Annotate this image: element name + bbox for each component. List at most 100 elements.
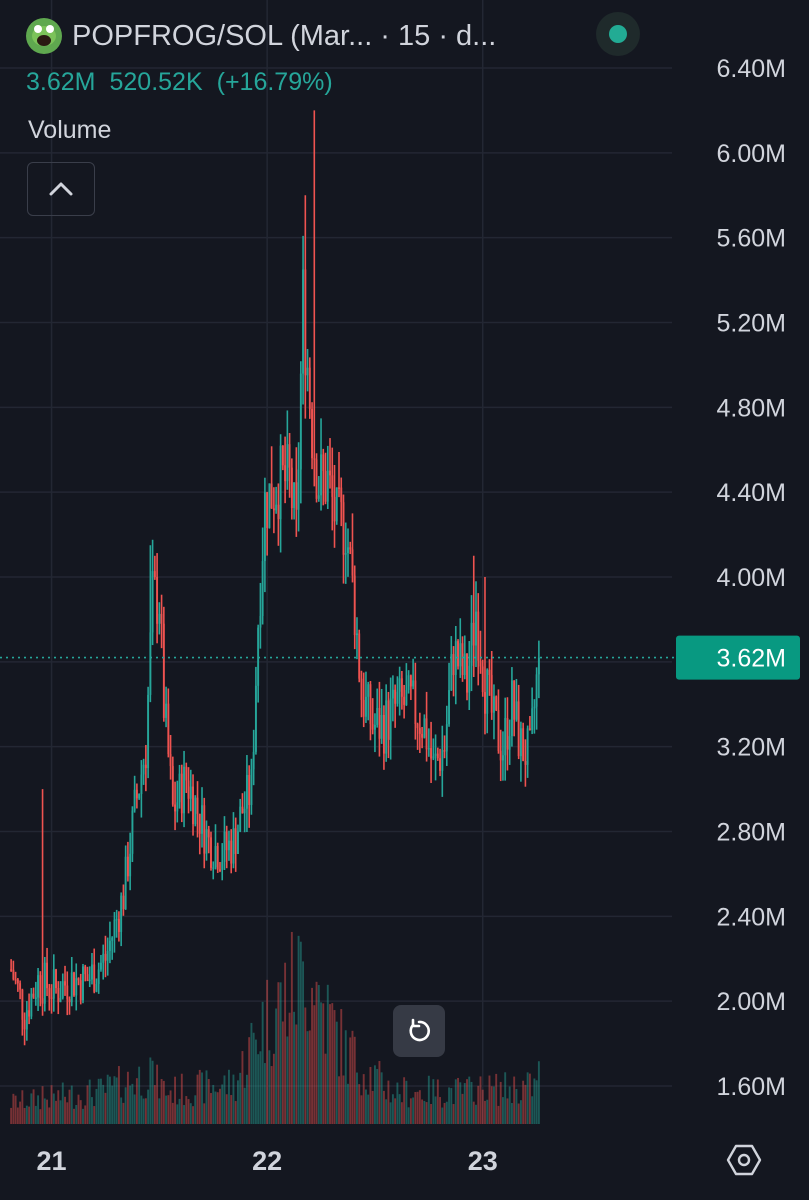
volume-bar	[284, 962, 287, 1124]
volume-bar	[142, 1098, 145, 1124]
candle-body	[517, 701, 520, 757]
candle-body	[248, 775, 251, 805]
volume-bar	[477, 1085, 480, 1124]
candle-body	[261, 561, 264, 617]
volume-bar	[504, 1072, 507, 1124]
candle-body	[326, 470, 329, 502]
candle-body	[371, 723, 374, 730]
volume-bar	[25, 1105, 28, 1124]
chart-settings-button[interactable]	[722, 1138, 766, 1182]
volume-bar	[178, 1098, 181, 1124]
volume-bar	[232, 1074, 235, 1124]
volume-bar	[342, 1075, 345, 1124]
pair-title[interactable]: POPFROG/SOL (Mar... · 15 · d...	[72, 19, 497, 52]
candle-body	[160, 613, 163, 624]
volume-bar	[104, 1092, 107, 1124]
candle-body	[52, 969, 55, 999]
x-tick-label: 21	[37, 1146, 67, 1176]
candle-body	[484, 692, 486, 714]
volume-indicator-label[interactable]: Volume	[28, 116, 112, 144]
candle-body	[461, 643, 464, 676]
candle-body	[329, 470, 331, 476]
reset-chart-button[interactable]	[393, 1005, 445, 1057]
candle-body	[286, 444, 289, 482]
volume-bar	[371, 1090, 374, 1124]
volume-bar	[394, 1098, 397, 1124]
volume-bar	[488, 1075, 491, 1124]
volume-bar	[100, 1078, 102, 1124]
candle-body	[486, 669, 489, 714]
volume-bar	[48, 1107, 51, 1124]
candle-body	[180, 773, 183, 814]
volume-bar	[349, 1037, 352, 1124]
volume-bar	[266, 979, 269, 1124]
candle-body	[153, 571, 156, 578]
y-tick-label: 5.20M	[717, 310, 786, 338]
volume-bar	[223, 1075, 226, 1124]
candle-body	[391, 689, 394, 699]
volume-bar	[531, 1096, 534, 1124]
volume-bar	[140, 1095, 143, 1124]
volume-bar	[493, 1086, 495, 1124]
candle-body	[61, 981, 64, 998]
candle-body	[113, 919, 116, 938]
volume-bar	[30, 1093, 33, 1124]
volume-bar	[317, 985, 320, 1124]
last-price-tag: 3.62M	[676, 635, 800, 680]
candle-body	[77, 978, 80, 981]
volume-bar	[165, 1095, 168, 1124]
candle-body	[344, 553, 347, 555]
volume-bar	[250, 1022, 253, 1124]
candle-body	[510, 680, 513, 737]
candle-body	[106, 950, 109, 961]
candlestick-series	[10, 110, 540, 1046]
candle-body	[333, 496, 336, 522]
volume-bar	[293, 1011, 296, 1124]
volume-bar	[174, 1076, 177, 1124]
candle-body	[457, 641, 459, 667]
candle-body	[394, 689, 397, 704]
candle-body	[259, 616, 262, 628]
volume-bar	[12, 1093, 15, 1124]
volume-bar	[55, 1100, 57, 1124]
candle-body	[149, 632, 152, 695]
candle-body	[88, 979, 91, 982]
candle-body	[232, 828, 235, 864]
volume-bar	[324, 1053, 327, 1124]
candle-body	[252, 751, 255, 770]
y-tick-label: 4.80M	[717, 394, 786, 422]
candle-body	[50, 997, 53, 1000]
volume-bar	[533, 1078, 536, 1124]
candle-body	[147, 694, 150, 769]
candle-body	[385, 700, 388, 754]
market-status-dot-icon[interactable]	[596, 12, 640, 56]
candle-body	[55, 969, 57, 989]
collapse-indicator-button[interactable]	[27, 162, 95, 216]
volume-bar	[192, 1106, 194, 1124]
header-title-row[interactable]: POPFROG/SOL (Mar... · 15 · d...	[26, 14, 496, 58]
candle-body	[158, 613, 161, 624]
volume-bar	[421, 1099, 424, 1124]
volume-bar	[169, 1090, 172, 1124]
volume-bar	[21, 1090, 24, 1124]
candle-body	[439, 758, 442, 771]
volume-bar	[252, 1032, 255, 1124]
candle-body	[347, 547, 349, 554]
volume-bar	[196, 1074, 199, 1124]
candle-body	[19, 983, 22, 990]
candle-body	[250, 769, 253, 805]
candle-body	[91, 964, 93, 980]
candle-body	[535, 674, 538, 707]
y-tick-label: 4.00M	[717, 564, 786, 592]
y-tick-label: 2.40M	[717, 903, 786, 931]
candle-body	[16, 979, 19, 984]
volume-bar	[286, 1036, 289, 1124]
candle-body	[124, 856, 127, 910]
candle-body	[313, 458, 316, 460]
candle-body	[448, 690, 450, 725]
candle-body	[396, 691, 399, 704]
candle-body	[349, 547, 352, 550]
candle-body	[290, 467, 293, 509]
volume-bar	[230, 1095, 233, 1124]
